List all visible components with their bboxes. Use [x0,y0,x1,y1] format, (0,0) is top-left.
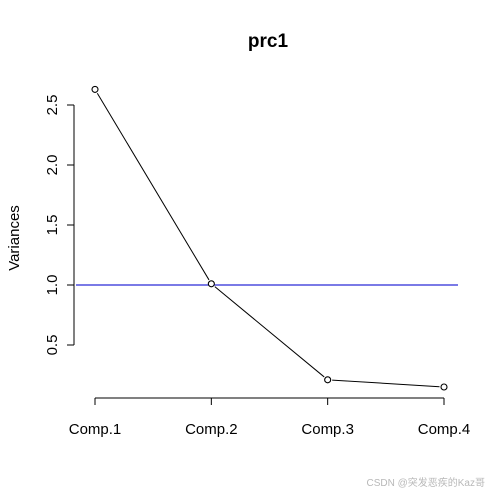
series-segment [214,286,325,378]
y-tick-label: 1.5 [44,215,61,236]
series-segment [96,93,210,281]
data-point [207,280,215,288]
data-point [324,376,332,384]
watermark: CSDN @突发恶疾的Kaz哥 [366,478,486,489]
x-tick-label: Comp.2 [185,421,238,438]
series-segment [332,379,440,388]
series-group [91,85,448,391]
chart-title: prc1 [248,31,289,52]
y-tick-label: 2.5 [44,95,61,116]
x-axis: Comp.1 Comp.2 Comp.3 Comp.4 [69,397,471,438]
x-tick-label: Comp.4 [418,421,471,438]
y-tick-label: 1.0 [44,275,61,296]
y-axis: 0.5 1.0 1.5 2.0 2.5 [44,95,75,356]
y-axis-label: Variances [6,205,23,271]
data-point [440,383,448,391]
y-tick-label: 0.5 [44,335,61,356]
data-point [91,85,99,93]
x-tick-label: Comp.3 [301,421,354,438]
y-tick-label: 2.0 [44,155,61,176]
x-tick-label: Comp.1 [69,421,122,438]
